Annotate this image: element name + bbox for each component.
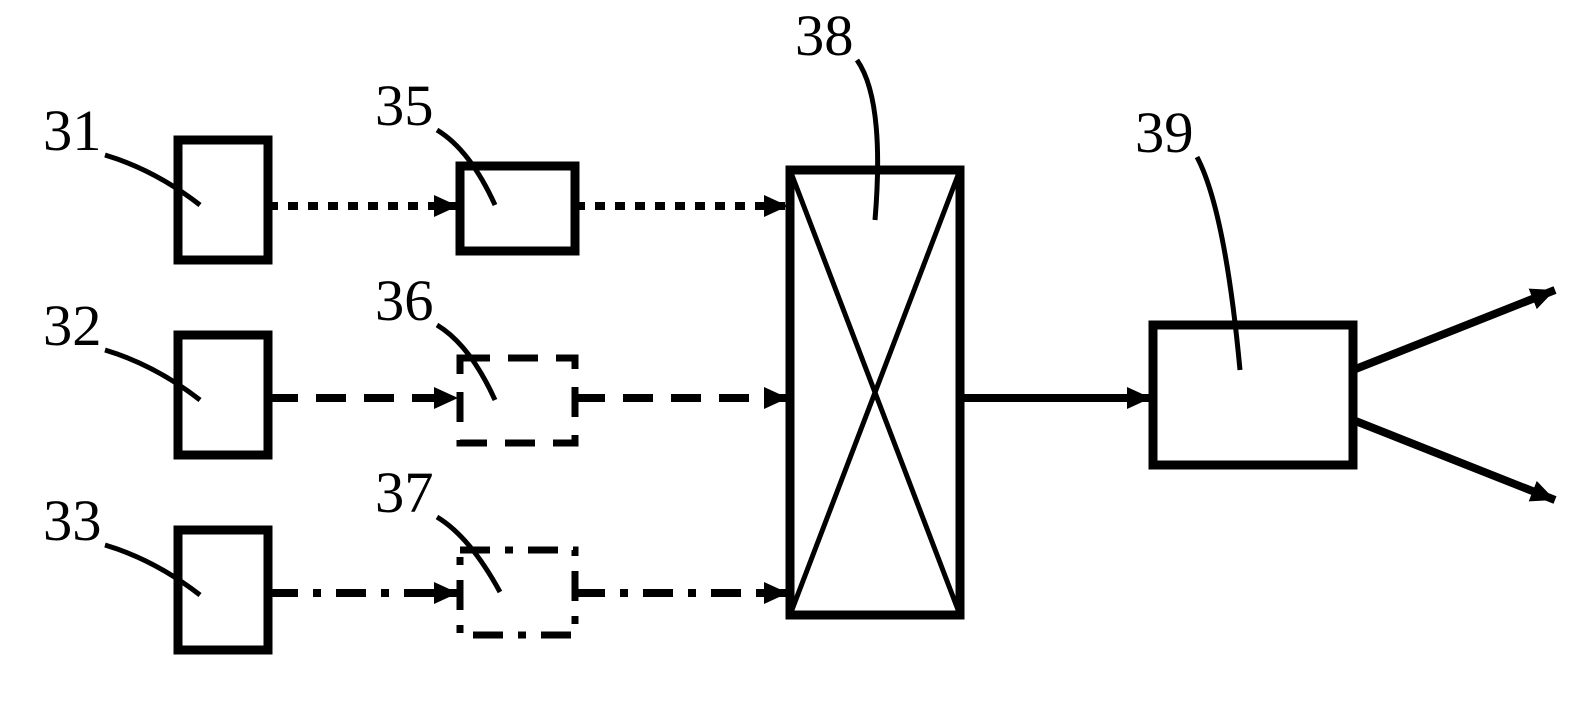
label-text-39: 39 xyxy=(1135,100,1194,165)
output-arrow-2 xyxy=(1353,420,1555,500)
label-text-37: 37 xyxy=(375,460,434,525)
node-39 xyxy=(1153,325,1353,465)
leader-38 xyxy=(857,60,878,220)
node-35 xyxy=(460,166,575,251)
label-37: 37 xyxy=(375,460,500,592)
leader-32 xyxy=(105,350,200,400)
label-text-31: 31 xyxy=(43,98,102,163)
label-text-36: 36 xyxy=(375,268,434,333)
label-36: 36 xyxy=(375,268,495,400)
label-38: 38 xyxy=(795,3,878,220)
output-arrow-1 xyxy=(1353,290,1555,370)
node-38 xyxy=(790,170,960,615)
label-35: 35 xyxy=(375,73,495,205)
label-text-38: 38 xyxy=(795,3,854,68)
leader-31 xyxy=(105,155,200,205)
leader-39 xyxy=(1197,157,1240,370)
leader-33 xyxy=(105,545,200,595)
label-text-33: 33 xyxy=(43,488,102,553)
leader-37 xyxy=(437,517,500,592)
label-text-35: 35 xyxy=(375,73,434,138)
block-diagram: 31 32 33 35 36 37 38 39 xyxy=(0,0,1585,717)
label-text-32: 32 xyxy=(43,293,102,358)
leader-36 xyxy=(437,325,495,400)
node-37 xyxy=(460,550,575,635)
